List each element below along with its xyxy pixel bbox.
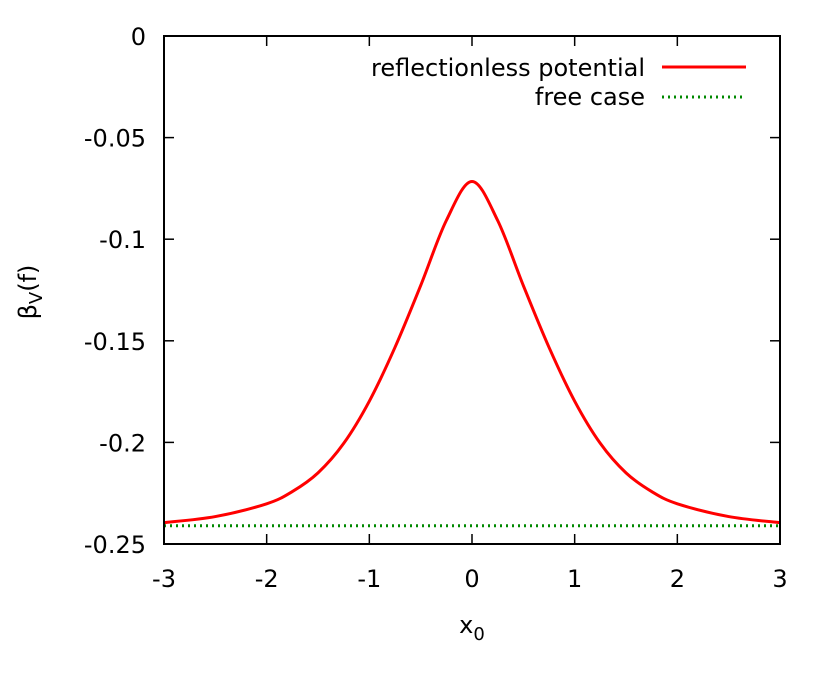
x-tick-label: 0 <box>464 565 479 593</box>
series-line-reflectionless <box>163 179 781 525</box>
x-tick-label: -1 <box>357 565 381 593</box>
y-tick-label: -0.25 <box>84 531 146 559</box>
y-tick-label: -0.2 <box>99 429 146 457</box>
y-tick-label: -0.05 <box>84 125 146 153</box>
x-tick-label: 2 <box>670 565 685 593</box>
x-tick-label: 1 <box>567 565 582 593</box>
x-tick-label: -3 <box>152 565 176 593</box>
y-tick-label: -0.15 <box>84 328 146 356</box>
y-tick-label: 0 <box>131 23 146 51</box>
x-tick-label: 3 <box>772 565 787 593</box>
x-tick-label: -2 <box>255 565 279 593</box>
y-axis-label: βV(f) <box>14 265 47 320</box>
tick-labels: -3 -2 -1 0 1 2 3 -0.25 -0.2 -0.15 -0.1 -0.05 0 <box>84 23 788 593</box>
y-tick-label: -0.1 <box>99 226 146 254</box>
series-layer <box>163 179 781 528</box>
legend-label-reflectionless: reflectionless potential <box>371 54 645 82</box>
x-axis-label: x0 <box>459 611 485 645</box>
legend: reflectionless potential free case <box>371 54 746 111</box>
plot-frame <box>163 35 781 545</box>
ticks <box>163 35 781 545</box>
legend-label-free-case: free case <box>535 83 645 111</box>
